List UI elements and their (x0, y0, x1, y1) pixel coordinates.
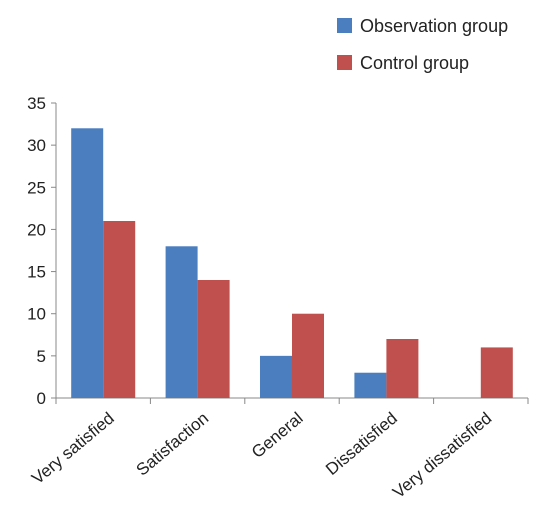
bar-control-4 (480, 347, 513, 398)
x-axis: Very satisfied Satisfaction General Dissati… (28, 397, 529, 503)
legend-swatch-control (337, 55, 352, 70)
x-tick-label: Very satisfied (28, 409, 118, 489)
x-tick-label: Satisfaction (133, 409, 213, 480)
y-tick-label: 15 (27, 263, 46, 282)
y-tick-label: 5 (37, 347, 46, 366)
legend-swatch-observation (337, 18, 352, 33)
y-tick-label: 35 (27, 94, 46, 113)
y-axis: 0 5 10 15 20 25 30 35 (27, 94, 57, 408)
legend: Observation group Control group (337, 16, 508, 73)
y-tick-label: 25 (27, 178, 46, 197)
x-tick-label: General (248, 409, 307, 462)
legend-label-observation: Observation group (360, 16, 508, 36)
x-tick-label: Very dissatisfied (389, 409, 495, 503)
bar-observation-2 (260, 355, 292, 398)
bar-control-2 (292, 313, 324, 398)
bar-control-3 (386, 339, 419, 398)
y-tick-label: 10 (27, 305, 46, 324)
bar-control-0 (103, 221, 136, 398)
bars (71, 128, 513, 399)
legend-label-control: Control group (360, 53, 469, 73)
y-tick-label: 20 (27, 220, 46, 239)
y-tick-label: 30 (27, 136, 46, 155)
bar-observation-1 (165, 246, 198, 398)
bar-observation-3 (354, 372, 387, 398)
x-tick-label: Dissatisfied (322, 409, 401, 479)
bar-observation-0 (71, 128, 104, 399)
bar-control-1 (197, 280, 230, 398)
y-tick-label: 0 (37, 389, 46, 408)
